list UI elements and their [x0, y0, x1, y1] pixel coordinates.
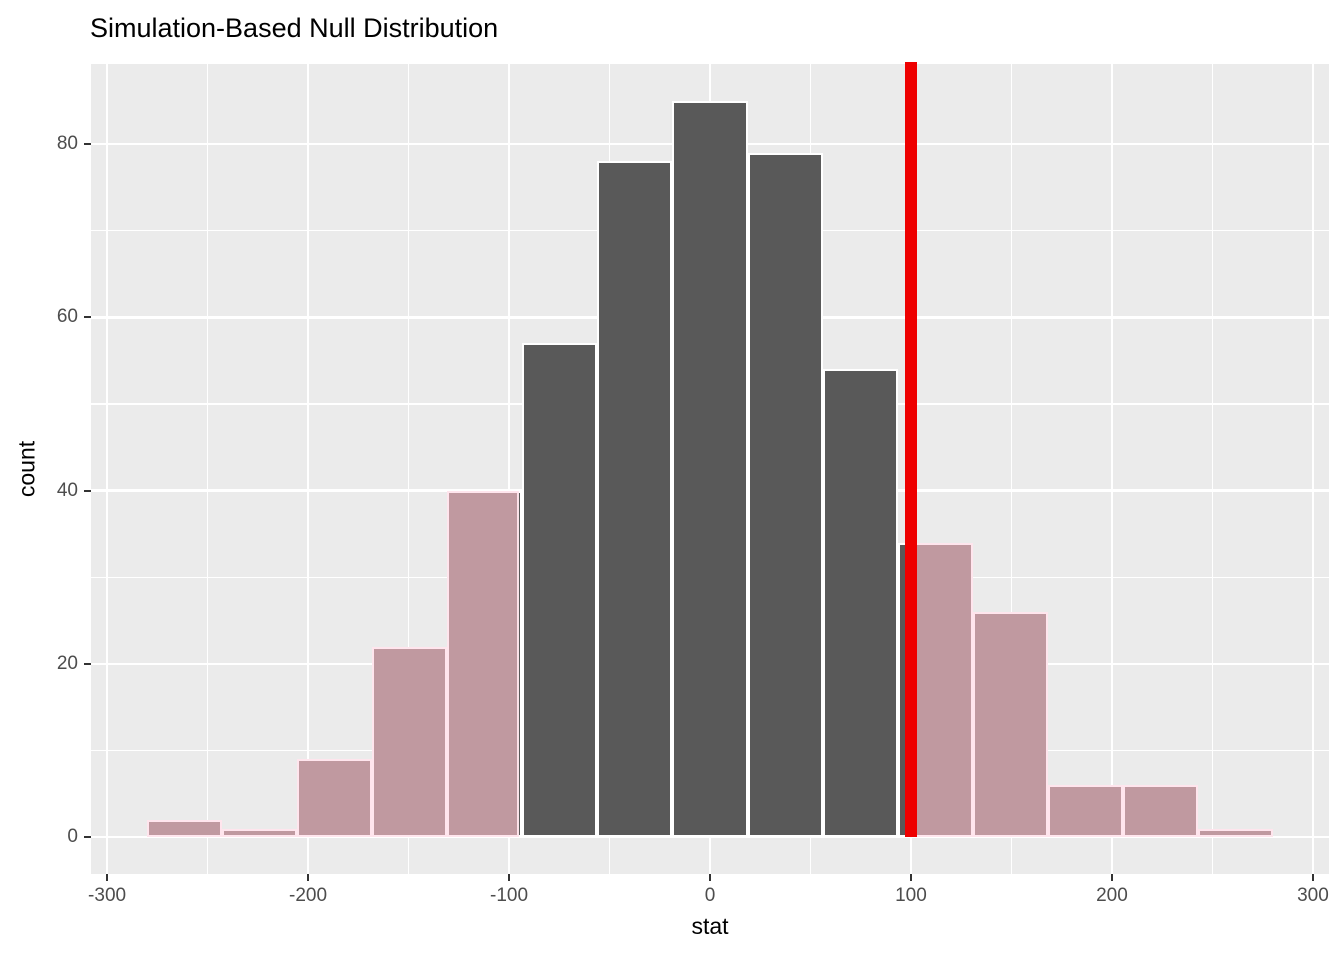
x-tick	[1311, 874, 1314, 881]
gridline-minor-vertical	[206, 64, 209, 874]
y-tick-label: 60	[56, 306, 78, 328]
pvalue-shade-bar	[1122, 785, 1198, 838]
gridline-minor-vertical	[1211, 64, 1214, 874]
x-tick	[709, 874, 711, 881]
pvalue-shade-bar	[222, 828, 298, 838]
y-tick	[84, 316, 91, 319]
x-tick-label: -100	[490, 885, 529, 906]
y-tick	[84, 489, 91, 492]
y-tick-label: 0	[67, 826, 78, 848]
gridline-major-vertical	[306, 64, 310, 874]
histogram-bar	[597, 161, 673, 838]
pvalue-shade-bar	[297, 759, 373, 838]
gridline-major-vertical	[1311, 64, 1315, 874]
gridline-minor-vertical	[407, 64, 410, 874]
pvalue-shade-bar	[910, 542, 973, 838]
plot-panel	[91, 62, 1329, 874]
x-tick-label: 200	[1096, 885, 1128, 906]
histogram-bar	[747, 152, 823, 838]
pvalue-shade-bar	[147, 819, 223, 838]
pvalue-shade-bar	[447, 490, 519, 838]
chart-title: Simulation-Based Null Distribution	[90, 13, 499, 43]
histogram-bar	[822, 369, 898, 838]
pvalue-shade-bar	[1197, 828, 1273, 838]
x-tick-label: -200	[289, 885, 328, 906]
gridline-minor-vertical	[1010, 64, 1013, 874]
y-tick-label: 20	[56, 652, 78, 674]
x-tick-label: -300	[88, 885, 127, 906]
x-tick-label: 0	[704, 885, 716, 906]
histogram-bar	[522, 343, 598, 838]
gridline-major-vertical	[507, 64, 511, 874]
gridline-major-horizontal	[91, 835, 1329, 839]
x-tick-label: 100	[895, 885, 927, 906]
pvalue-shade-bar	[1047, 785, 1123, 838]
pvalue-shade-bar	[372, 646, 448, 838]
y-tick	[84, 143, 91, 146]
pvalue-shade-bar	[972, 611, 1048, 838]
x-tick	[307, 874, 310, 881]
y-tick-label: 40	[56, 479, 78, 501]
y-tick	[84, 662, 91, 665]
x-axis-title: stat	[691, 913, 729, 939]
y-tick	[84, 836, 91, 839]
histogram-bar	[672, 100, 748, 838]
x-tick	[1110, 874, 1113, 881]
x-tick	[106, 874, 109, 881]
observed-stat-line	[904, 62, 917, 838]
x-tick	[909, 874, 912, 881]
y-tick-label: 80	[56, 133, 78, 155]
gridline-major-vertical	[1110, 64, 1114, 874]
gridline-major-vertical	[105, 64, 109, 874]
x-tick	[508, 874, 511, 881]
x-tick-label: 300	[1297, 885, 1329, 906]
